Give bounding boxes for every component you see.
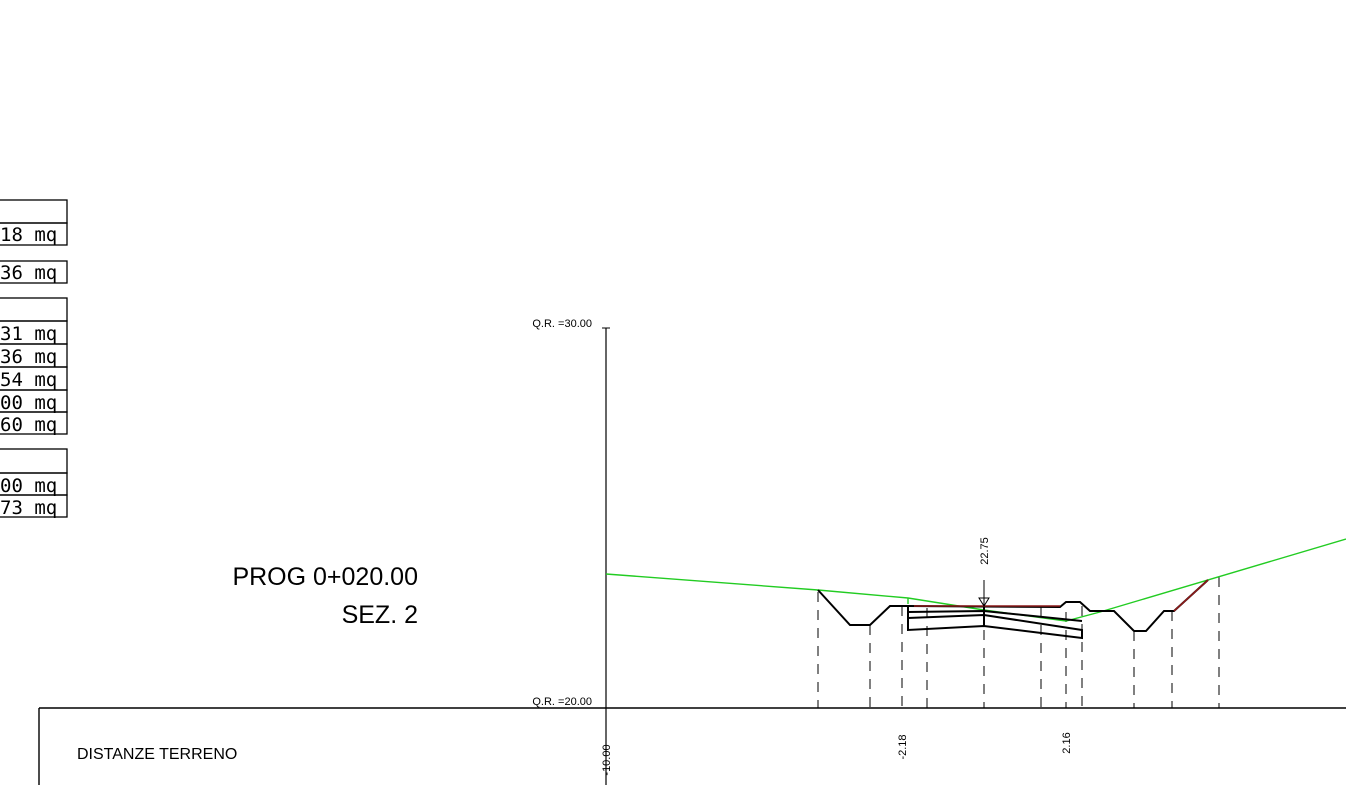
distance-value: 2.16 (1061, 732, 1073, 753)
section-name: SEZ. 2 (342, 601, 418, 629)
area-table (0, 199, 68, 518)
slope-segment (914, 579, 1209, 612)
axis-marker: 22.75 (978, 537, 991, 607)
area-value: 36 mq (0, 346, 57, 368)
area-value: 54 mq (0, 369, 57, 391)
axis-elevation-label: 22.75 (979, 537, 991, 565)
area-value: 00 mq (0, 392, 57, 414)
qr-top-label: Q.R. =30.00 (532, 318, 592, 330)
distance-value: -10.00 (601, 744, 613, 775)
area-value: 60 mq (0, 414, 57, 436)
distance-value: -2.18 (897, 734, 909, 759)
distance-row-label: DISTANZE TERRENO (77, 746, 237, 763)
qr-bottom-label: Q.R. =20.00 (532, 696, 592, 708)
area-value: 36 mq (0, 262, 57, 284)
area-value: 31 mq (0, 323, 57, 345)
ground-profile (605, 538, 1346, 622)
area-value: 00 mq (0, 475, 57, 497)
prog-label: PROG 0+020.00 (232, 563, 418, 591)
distance-table: DISTANZE TERRENO -10.00 -2.18 2.16 (38, 707, 1346, 785)
area-value: 18 mq (0, 224, 57, 246)
reference-axis: Q.R. =30.00 Q.R. =20.00 (532, 318, 610, 785)
area-table-values: 18 mq 36 mq 31 mq 36 mq 54 mq 00 mq 60 m… (0, 224, 57, 519)
projection-lines (817, 577, 1220, 708)
area-value: 73 mq (0, 497, 57, 519)
road-structure (817, 579, 1209, 640)
